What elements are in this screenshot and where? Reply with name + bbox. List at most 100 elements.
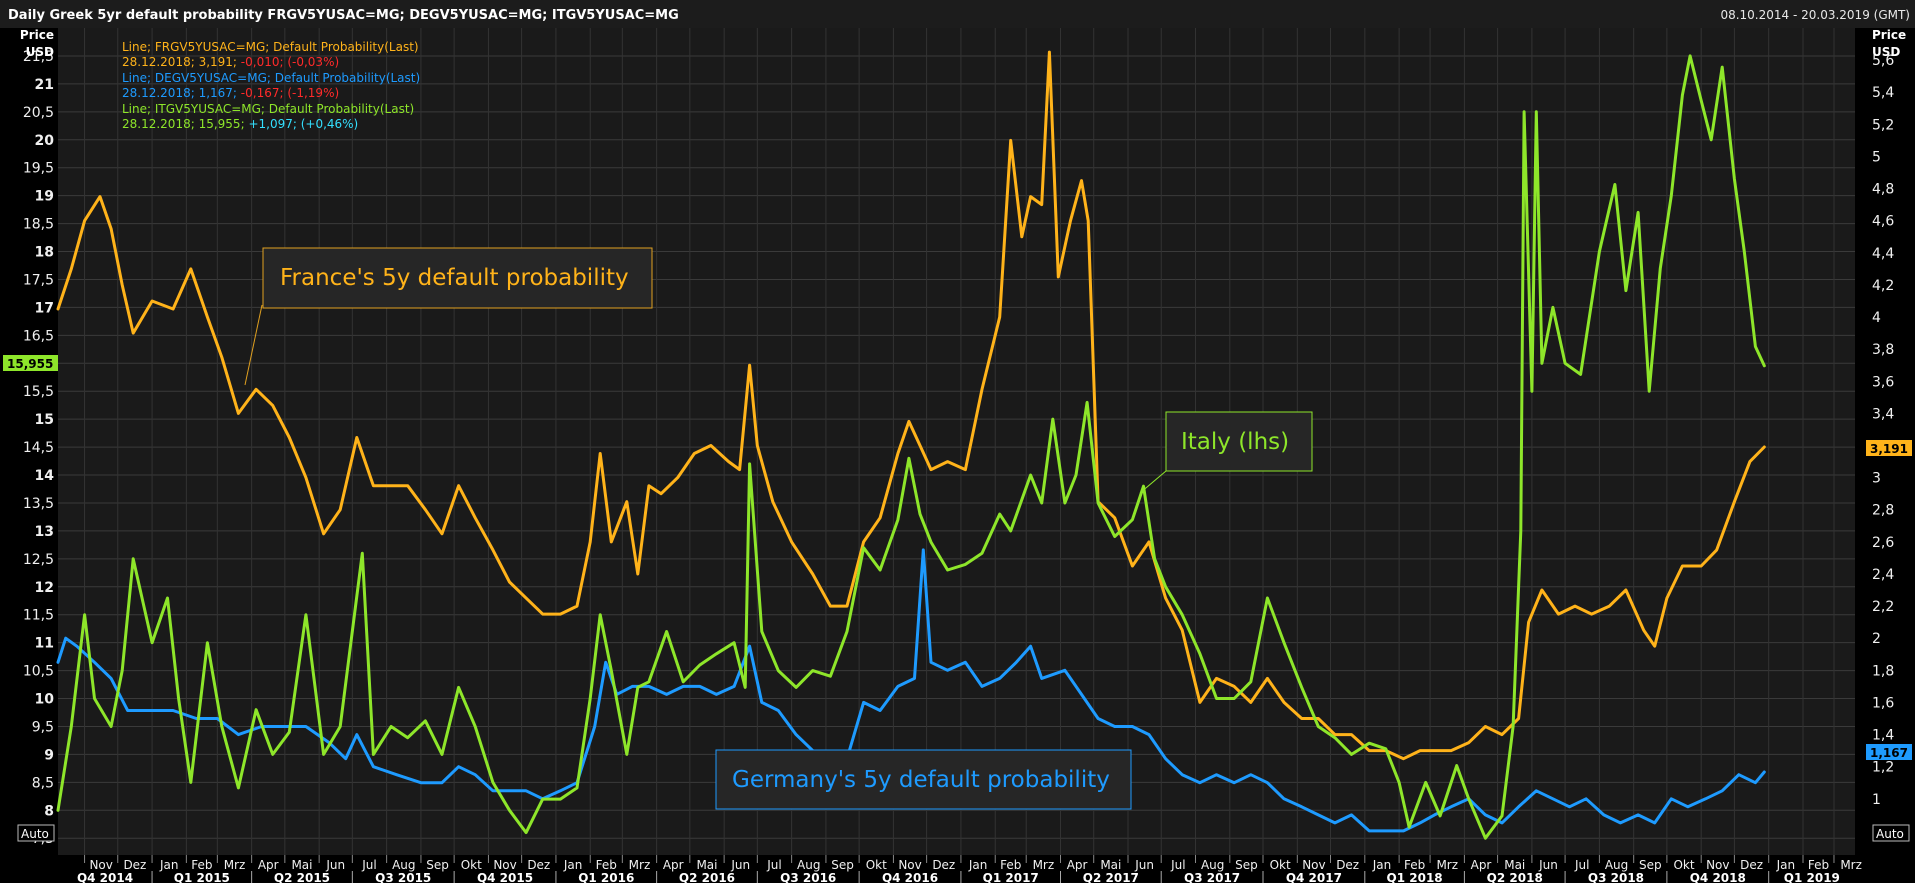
quarter-label: Q3 2017 — [1184, 871, 1240, 883]
left-tick-label: 17,5 — [23, 272, 54, 288]
left-tick-label: 10 — [35, 692, 55, 708]
last-value-tag-italy: 15,955 — [3, 355, 58, 371]
right-tick-label: 2,8 — [1872, 503, 1894, 519]
month-label: Mrz — [224, 858, 246, 872]
left-tick-label: 13,5 — [23, 496, 54, 512]
right-tick-label: 2,2 — [1872, 599, 1894, 615]
month-label: Mrz — [1840, 858, 1862, 872]
left-tick-label: 11 — [35, 636, 54, 652]
month-label: Sep — [1235, 858, 1258, 872]
month-label: Feb — [596, 858, 617, 872]
month-label: Jul — [361, 858, 376, 872]
annotation-france-label: France's 5y default probability — [280, 265, 629, 291]
auto-scale-button-right-label[interactable]: Auto — [1876, 827, 1904, 841]
month-label: Jan — [159, 858, 179, 872]
left-tick-label: 20,5 — [23, 105, 54, 121]
quarter-label: Q1 2015 — [174, 871, 230, 883]
left-tick-label: 19,5 — [23, 161, 54, 177]
month-label: Nov — [493, 858, 516, 872]
month-label: Feb — [1404, 858, 1425, 872]
left-tick-label: 12,5 — [23, 552, 54, 568]
quarter-label: Q3 2015 — [375, 871, 431, 883]
month-label: Okt — [1270, 858, 1291, 872]
right-tick-label: 3 — [1872, 471, 1881, 487]
right-tick-label: 3,6 — [1872, 374, 1894, 390]
month-label: Sep — [831, 858, 854, 872]
last-value-tag-france-box — [1866, 440, 1912, 456]
month-label: Nov — [1302, 858, 1325, 872]
month-label: Mai — [696, 858, 717, 872]
right-tick-label: 1,8 — [1872, 663, 1894, 679]
plot-area — [58, 28, 1855, 855]
annotation-italy: Italy (lhs) — [1139, 411, 1313, 494]
auto-scale-button[interactable]: Auto — [17, 824, 55, 842]
header-bar — [0, 0, 1915, 28]
month-label: Jan — [563, 858, 583, 872]
last-value-tag-italy-box — [3, 355, 58, 371]
auto-scale-button-right-box[interactable] — [1872, 824, 1910, 842]
month-label: Feb — [1000, 858, 1021, 872]
month-label: Nov — [1706, 858, 1729, 872]
last-value-tag-germany-text: 1,167 — [1870, 746, 1908, 760]
month-label: Aug — [392, 858, 415, 872]
legend-last-value: 28.12.2018; 1,167; -0,167; (-1,19%) — [122, 86, 339, 100]
auto-scale-button-label[interactable]: Auto — [21, 827, 49, 841]
month-label: Apr — [1471, 858, 1492, 872]
month-label: Apr — [258, 858, 279, 872]
annotation-germany-label: Germany's 5y default probability — [732, 767, 1110, 793]
legend-change: +1,097; (+0,46%) — [248, 117, 358, 131]
right-tick-label: 4,4 — [1872, 246, 1894, 262]
left-tick-label: 8,5 — [32, 775, 54, 791]
annotation-italy-leader — [1139, 470, 1167, 494]
right-tick-label: 1 — [1872, 792, 1881, 808]
annotation-france: France's 5y default probability — [244, 247, 653, 386]
right-axis: 5,65,45,254,84,64,44,243,83,63,43,232,82… — [1872, 53, 1894, 840]
left-tick-label: 21,5 — [23, 49, 54, 65]
right-tick-label: 5,4 — [1872, 85, 1894, 101]
month-label: Jun — [325, 858, 345, 872]
legend-series-name: Line; DEGV5YUSAC=MG; Default Probability… — [122, 71, 420, 85]
month-label: Feb — [191, 858, 212, 872]
quarter-label: Q3 2018 — [1588, 871, 1644, 883]
right-tick-label: 1,4 — [1872, 728, 1894, 744]
month-label: Jun — [1538, 858, 1558, 872]
left-tick-label: 18,5 — [23, 217, 54, 233]
right-tick-label: 3,4 — [1872, 406, 1894, 422]
annotation-italy-box — [1165, 411, 1313, 472]
month-label: Mai — [291, 858, 312, 872]
right-unit-usd: USD — [1872, 45, 1900, 59]
right-tick-label: 4,2 — [1872, 278, 1894, 294]
quarter-label: Q4 2014 — [77, 871, 133, 883]
auto-scale-button-right[interactable]: Auto — [1872, 824, 1910, 842]
quarter-label: Q2 2017 — [1083, 871, 1139, 883]
left-tick-label: 18 — [35, 245, 54, 261]
annotation-germany: Germany's 5y default probability — [715, 749, 1132, 810]
legend-change: -0,010; (-0,03%) — [241, 55, 339, 69]
right-tick-label: 5 — [1872, 149, 1881, 165]
right-tick-label: 3,8 — [1872, 342, 1894, 358]
legend-series-name: Line; FRGV5YUSAC=MG; Default Probability… — [122, 40, 419, 54]
legend-change: -0,167; (-1,19%) — [241, 86, 339, 100]
grid — [58, 28, 1855, 855]
right-tick-label: 1,6 — [1872, 695, 1894, 711]
right-tick-label: 2 — [1872, 631, 1881, 647]
legend-last-value: 28.12.2018; 3,191; -0,010; (-0,03%) — [122, 55, 339, 69]
quarter-label: Q4 2015 — [477, 871, 533, 883]
left-tick-label: 12 — [35, 580, 54, 596]
month-label: Jul — [1574, 858, 1589, 872]
month-label: Dez — [1740, 858, 1763, 872]
date-range: 08.10.2014 - 20.03.2019 (GMT) — [1720, 8, 1910, 22]
legend-value: 3,191; — [199, 55, 241, 69]
auto-scale-button-box[interactable] — [17, 824, 55, 842]
left-tick-label: 13 — [35, 524, 54, 540]
month-label: Mai — [1504, 858, 1525, 872]
month-label: Nov — [898, 858, 921, 872]
month-label: Dez — [932, 858, 955, 872]
left-tick-label: 11,5 — [23, 608, 54, 624]
left-tick-label: 20 — [35, 133, 55, 149]
annotation-italy-label: Italy (lhs) — [1181, 429, 1289, 455]
legend-value: 1,167; — [199, 86, 241, 100]
quarter-label: Q2 2018 — [1487, 871, 1543, 883]
quarter-label: Q1 2017 — [983, 871, 1039, 883]
